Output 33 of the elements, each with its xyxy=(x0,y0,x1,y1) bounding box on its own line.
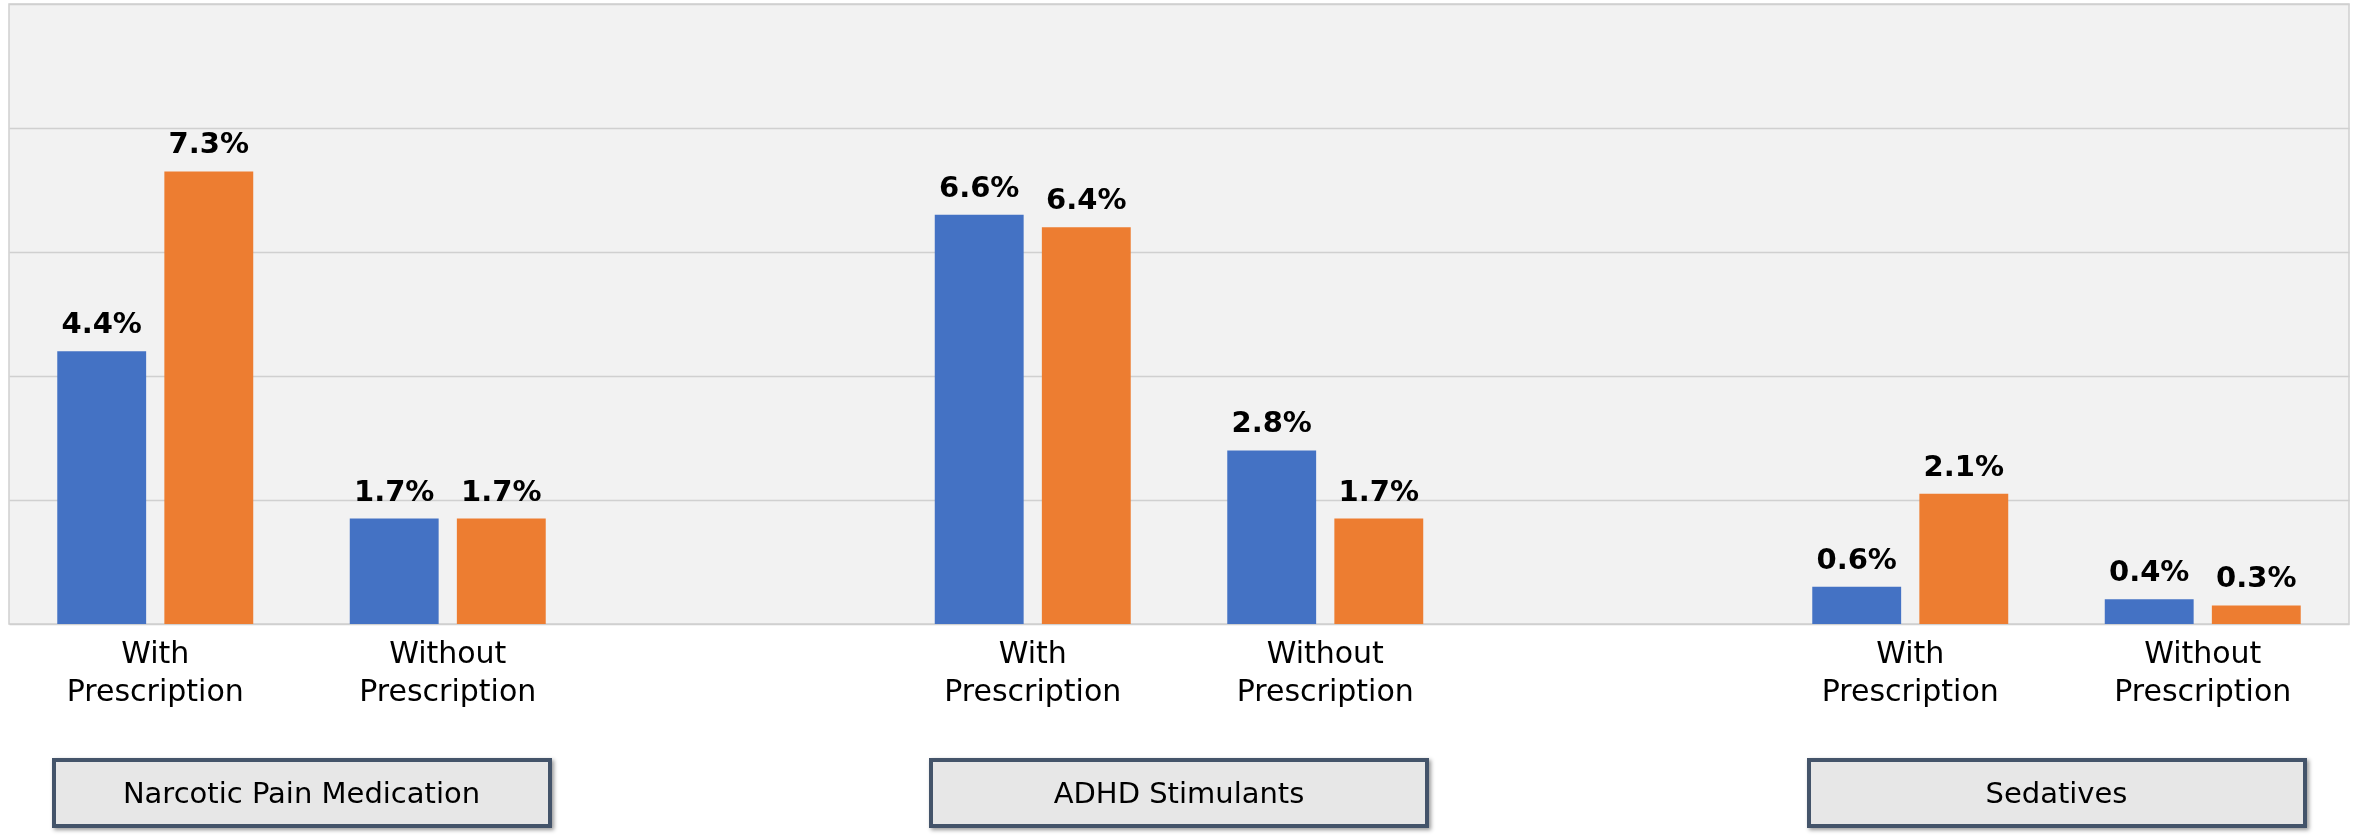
bar xyxy=(164,171,254,624)
bar xyxy=(1919,493,2009,624)
data-label: 1.7% xyxy=(353,473,435,508)
text: Sedatives xyxy=(1806,758,2307,828)
data-label: 6.4% xyxy=(1046,182,1127,217)
bar xyxy=(1334,518,1424,624)
data-label: 0.4% xyxy=(2108,554,2190,589)
bar xyxy=(57,351,147,624)
x-tick-label: Without Prescription xyxy=(2114,634,2292,708)
data-label: 6.6% xyxy=(938,169,1020,204)
bar xyxy=(1041,227,1131,624)
bar xyxy=(1227,450,1317,624)
text: ADHD Stimulants xyxy=(929,758,1429,828)
bar xyxy=(1812,586,1902,624)
bar xyxy=(2211,605,2301,624)
x-tick-label: With Prescription xyxy=(944,634,1122,708)
x-tick-label: Without Prescription xyxy=(1236,634,1414,708)
data-label: 4.4% xyxy=(61,306,142,341)
x-tick-label: With Prescription xyxy=(66,634,244,708)
data-label: 0.6% xyxy=(1816,541,1897,576)
data-label: 7.3% xyxy=(168,126,250,161)
data-label: 1.7% xyxy=(1338,473,1420,508)
data-label: 2.1% xyxy=(1923,448,2005,483)
data-label: 0.3% xyxy=(2216,560,2297,595)
bar xyxy=(349,518,439,624)
data-label: 1.7% xyxy=(461,473,542,508)
bar xyxy=(456,518,546,624)
bar xyxy=(934,214,1024,624)
text: Narcotic Pain Medication xyxy=(51,758,552,828)
data-label: 2.8% xyxy=(1231,405,1312,440)
x-tick-label: Without Prescription xyxy=(359,634,537,708)
bar xyxy=(2104,599,2194,624)
x-tick-label: With Prescription xyxy=(1821,634,1999,708)
